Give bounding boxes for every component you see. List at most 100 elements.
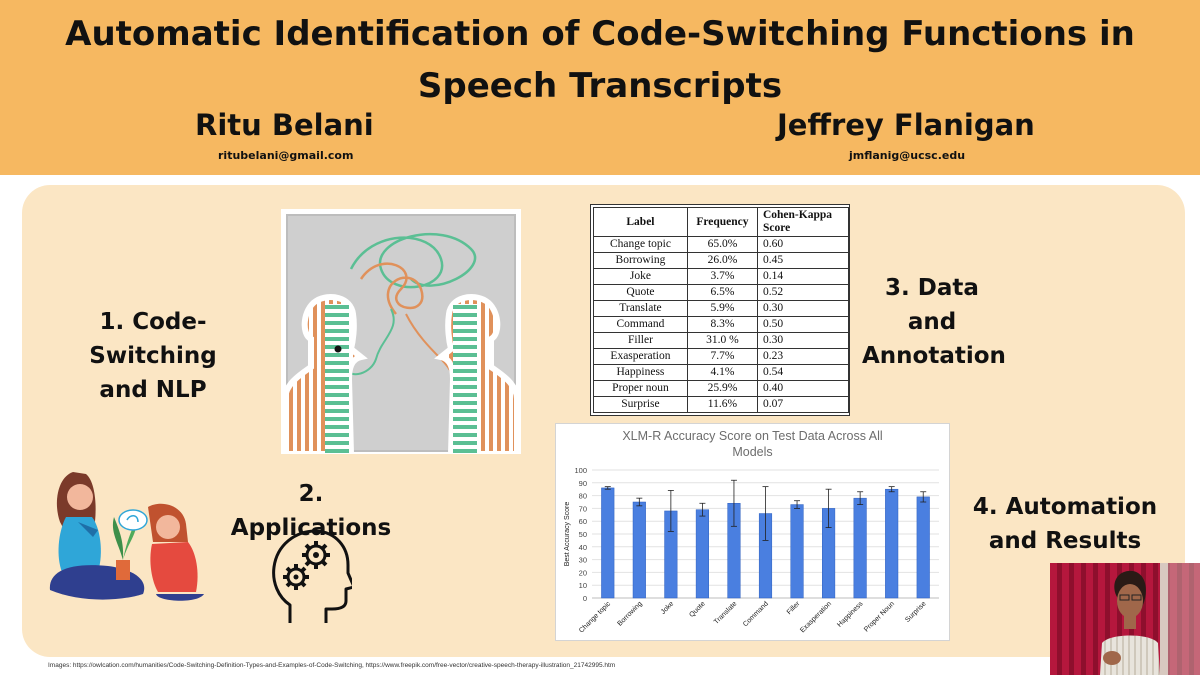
cell-kappa: 0.54 (756, 364, 850, 381)
cell-label: Filler (593, 332, 688, 349)
y-tick-label: 10 (579, 581, 587, 590)
cell-label: Surprise (593, 396, 688, 413)
cell-label: Quote (593, 284, 688, 301)
table-header-row: Label Frequency Cohen-Kappa Score (593, 207, 850, 237)
cell-kappa: 0.45 (756, 252, 850, 269)
y-axis-label: Best Accuracy Score (564, 502, 571, 567)
y-tick-label: 60 (579, 517, 587, 526)
x-tick-label: Surprise (904, 600, 927, 623)
bar (790, 504, 804, 599)
y-tick-label: 50 (579, 530, 587, 539)
cell-label: Command (593, 316, 688, 333)
section-1-line-2: and NLP (99, 377, 207, 403)
table-row: Happiness 4.1% 0.54 (593, 364, 850, 381)
cell-label: Joke (593, 268, 688, 285)
cell-label: Change topic (593, 236, 688, 253)
table-row: Change topic 65.0% 0.60 (593, 236, 850, 253)
bar (632, 501, 646, 599)
table-row: Proper noun 25.9% 0.40 (593, 380, 850, 397)
title-line-2: Speech Transcripts (417, 66, 783, 106)
section-automation-results: 4. Automation and Results (970, 490, 1160, 558)
cell-kappa: 0.52 (756, 284, 850, 301)
poster-title: Automatic Identification of Code-Switchi… (0, 8, 1200, 112)
presenter-webcam (1050, 563, 1200, 675)
x-tick-label: Filler (786, 600, 802, 616)
cell-frequency: 25.9% (686, 380, 758, 397)
bar (601, 487, 615, 599)
cell-frequency: 4.1% (686, 364, 758, 381)
section-code-switching-nlp: 1. Code-Switching and NLP (38, 305, 268, 407)
chart-title: XLM-R Accuracy Score on Test Data Across… (622, 429, 883, 459)
cell-kappa: 0.60 (756, 236, 850, 253)
column-header-cohen-kappa: Cohen-Kappa Score (756, 207, 850, 237)
cell-frequency: 11.6% (686, 396, 758, 413)
bar (885, 488, 899, 599)
annotation-table: Label Frequency Cohen-Kappa Score Change… (593, 207, 850, 413)
cell-label: Translate (593, 300, 688, 317)
x-tick-label: Joke (660, 600, 675, 615)
cell-frequency: 5.9% (686, 300, 758, 317)
author-1-email: ritubelani@gmail.com (218, 149, 354, 162)
cell-kappa: 0.30 (756, 300, 850, 317)
cell-kappa: 0.50 (756, 316, 850, 333)
column-header-frequency: Frequency (686, 207, 758, 237)
head-gears-icon (270, 527, 356, 625)
x-tick-label: Happiness (836, 600, 865, 629)
cell-kappa: 0.40 (756, 380, 850, 397)
y-tick-label: 40 (579, 543, 587, 552)
cell-label: Proper noun (593, 380, 688, 397)
x-tick-label: Proper Noun (863, 600, 896, 633)
table-row: Filler 31.0 % 0.30 (593, 332, 850, 349)
speech-therapy-illustration (48, 462, 208, 612)
bar (853, 497, 867, 599)
cell-label: Exasperation (593, 348, 688, 365)
y-tick-label: 80 (579, 492, 587, 501)
section-4-line-1: 4. Automation (972, 494, 1158, 520)
table-row: Borrowing 26.0% 0.45 (593, 252, 850, 269)
x-tick-label: Exasperation (799, 600, 833, 634)
table-row: Joke 3.7% 0.14 (593, 268, 850, 285)
author-1-name: Ritu Belani (195, 108, 374, 142)
cell-kappa: 0.23 (756, 348, 850, 365)
y-tick-label: 0 (583, 594, 587, 603)
y-tick-label: 100 (574, 466, 587, 475)
y-tick-label: 70 (579, 504, 587, 513)
title-banner: Automatic Identification of Code-Switchi… (0, 0, 1200, 175)
section-4-line-2: and Results (988, 528, 1142, 554)
section-3-line-1: 3. Data and (885, 275, 979, 335)
section-data-annotation: 3. Data and Annotation (862, 271, 1006, 373)
column-header-label: Label (593, 207, 688, 237)
cell-frequency: 7.7% (686, 348, 758, 365)
cell-frequency: 8.3% (686, 316, 758, 333)
cell-kappa: 0.14 (756, 268, 850, 285)
table-row: Surprise 11.6% 0.07 (593, 396, 850, 413)
title-line-1: Automatic Identification of Code-Switchi… (65, 14, 1135, 54)
y-tick-label: 90 (579, 479, 587, 488)
x-tick-label: Change topic (578, 600, 612, 634)
image-credits: Images: https://owlcation.com/humanities… (48, 662, 616, 669)
cell-frequency: 26.0% (686, 252, 758, 269)
bar (695, 509, 709, 599)
x-tick-label: Translate (713, 600, 738, 625)
cell-kappa: 0.30 (756, 332, 850, 349)
chart-plot: 0 10 20 30 40 50 60 70 80 90 100 Best Accuracy Scor… (564, 466, 939, 635)
accuracy-chart: XLM-R Accuracy Score on Test Data Across… (555, 423, 950, 641)
cell-frequency: 31.0 % (686, 332, 758, 349)
x-tick-label: Command (742, 600, 770, 628)
two-heads-code-switching-illustration (281, 209, 521, 454)
cell-frequency: 65.0% (686, 236, 758, 253)
y-tick-label: 20 (579, 568, 587, 577)
cell-label: Borrowing (593, 252, 688, 269)
section-3-line-2: Annotation (862, 343, 1006, 369)
table-row: Quote 6.5% 0.52 (593, 284, 850, 301)
cell-frequency: 3.7% (686, 268, 758, 285)
cell-frequency: 6.5% (686, 284, 758, 301)
table-row: Exasperation 7.7% 0.23 (593, 348, 850, 365)
cell-kappa: 0.07 (756, 396, 850, 413)
annotation-table-figure: Label Frequency Cohen-Kappa Score Change… (590, 204, 850, 416)
table-row: Command 8.3% 0.50 (593, 316, 850, 333)
x-tick-label: Quote (688, 600, 707, 619)
section-applications: 2. Applications (230, 481, 392, 541)
table-row: Translate 5.9% 0.30 (593, 300, 850, 317)
author-2-name: Jeffrey Flanigan (777, 108, 1035, 142)
